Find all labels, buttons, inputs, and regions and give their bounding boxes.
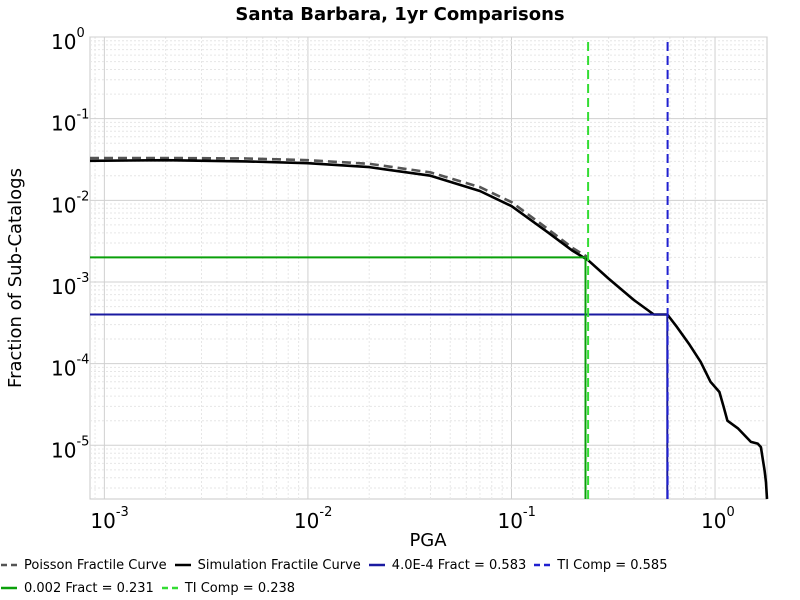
legend-swatch bbox=[174, 563, 191, 567]
legend-row: Poisson Fractile Curve Simulation Fractil… bbox=[0, 554, 674, 576]
legend: Poisson Fractile Curve Simulation Fractil… bbox=[0, 554, 800, 600]
series-line-poisson-curve bbox=[90, 156, 589, 259]
series-layer bbox=[89, 37, 769, 500]
legend-item-fract-4e-4-line: 4.0E-4 Fract = 0.583 bbox=[368, 558, 526, 573]
legend-swatch bbox=[368, 563, 385, 567]
legend-item-ti-comp-0585-line: TI Comp = 0.585 bbox=[533, 558, 667, 573]
x-tick-label: 10-1 bbox=[497, 505, 535, 533]
series-line-fract-0002-line bbox=[90, 256, 587, 499]
legend-item-ti-comp-0238-line: TI Comp = 0.238 bbox=[161, 581, 295, 596]
x-tick-label: 10-3 bbox=[90, 505, 128, 533]
chart-svg: 10-3 10-2 10-1 100 100 10-1 10-2 10-3 10-4 10-5 S… bbox=[5, 4, 769, 551]
y-axis-label: Fraction of Sub-Catalogs bbox=[5, 168, 26, 388]
grid bbox=[90, 36, 767, 499]
legend-swatch bbox=[1, 563, 17, 567]
legend-label: 4.0E-4 Fract = 0.583 bbox=[391, 557, 527, 573]
legend-swatch bbox=[161, 586, 178, 590]
y-tick-label: 10-2 bbox=[51, 189, 89, 217]
series-line-simulation-curve bbox=[89, 158, 769, 500]
y-tick-label: 10-3 bbox=[51, 271, 89, 299]
legend-label: Simulation Fractile Curve bbox=[197, 557, 361, 573]
y-tick-label: 100 bbox=[51, 26, 85, 54]
legend-item-fract-0002-line: 0.002 Fract = 0.231 bbox=[0, 581, 154, 596]
y-tick-label: 10-4 bbox=[51, 353, 89, 381]
legend-item-simulation-curve: Simulation Fractile Curve bbox=[174, 558, 361, 573]
x-axis-label: PGA bbox=[409, 530, 447, 551]
x-tick-label: 10-2 bbox=[294, 505, 332, 533]
legend-label: 0.002 Fract = 0.231 bbox=[24, 580, 154, 596]
legend-item-poisson-curve: Poisson Fractile Curve bbox=[0, 558, 167, 573]
legend-swatch bbox=[1, 586, 17, 590]
y-tick-label: 10-1 bbox=[51, 108, 89, 136]
y-tick-label: 10-5 bbox=[51, 434, 89, 462]
legend-label: Poisson Fractile Curve bbox=[24, 557, 167, 573]
tick-labels: 10-3 10-2 10-1 100 100 10-1 10-2 10-3 10-4 10-5 bbox=[51, 26, 735, 533]
legend-label: TI Comp = 0.238 bbox=[184, 580, 296, 596]
legend-swatch bbox=[534, 563, 551, 567]
legend-label: TI Comp = 0.585 bbox=[557, 557, 668, 573]
legend-row: 0.002 Fract = 0.231 TI Comp = 0.238 bbox=[0, 577, 302, 599]
chart-title: Santa Barbara, 1yr Comparisons bbox=[235, 4, 564, 25]
x-tick-label: 100 bbox=[701, 505, 735, 533]
plot-area bbox=[89, 36, 768, 500]
